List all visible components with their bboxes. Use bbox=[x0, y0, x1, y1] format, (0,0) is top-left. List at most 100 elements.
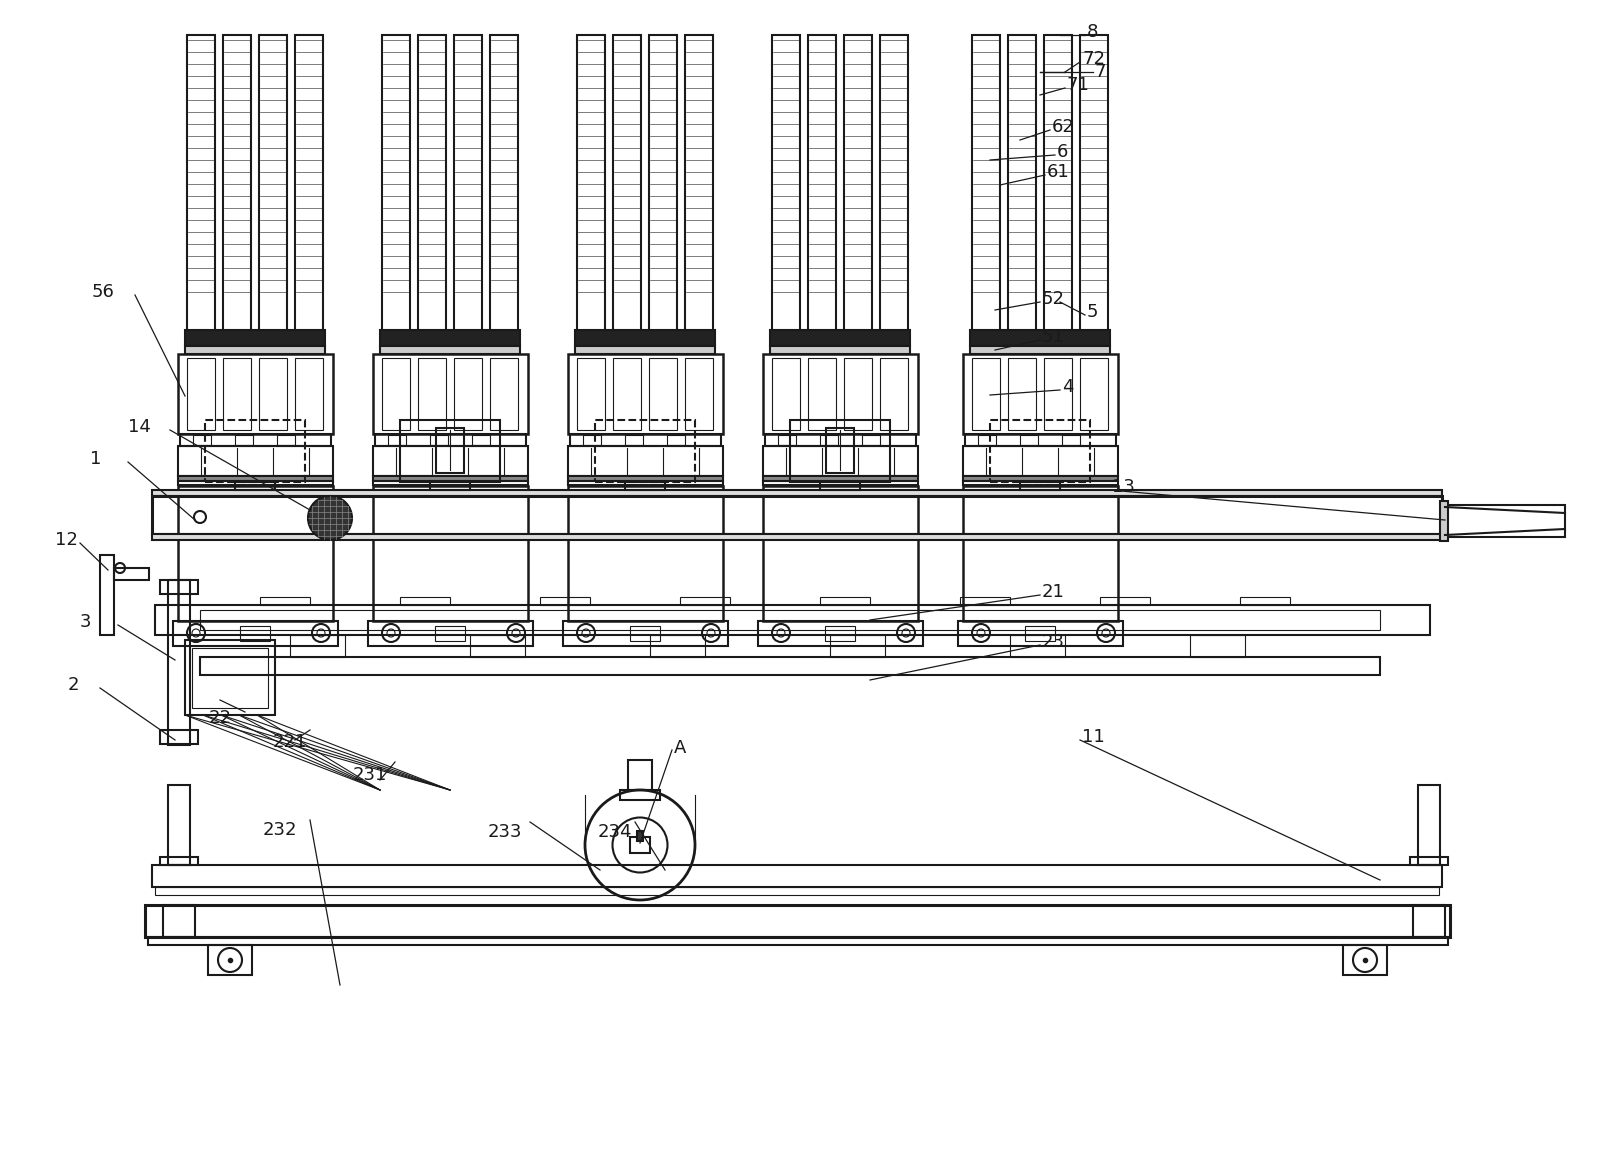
Bar bbox=[1020, 482, 1061, 490]
Bar bbox=[1414, 905, 1444, 937]
Bar bbox=[372, 354, 529, 434]
Bar bbox=[388, 435, 406, 445]
Bar bbox=[762, 446, 917, 476]
Bar bbox=[650, 358, 677, 430]
Bar bbox=[380, 346, 521, 354]
Bar bbox=[1343, 945, 1386, 975]
Bar bbox=[962, 486, 1119, 621]
Bar bbox=[772, 358, 800, 430]
Bar bbox=[680, 597, 730, 605]
Bar bbox=[830, 635, 885, 657]
Bar bbox=[277, 435, 295, 445]
Bar bbox=[962, 354, 1119, 434]
Bar bbox=[650, 34, 677, 335]
Bar bbox=[192, 647, 268, 708]
Bar bbox=[193, 435, 211, 445]
Bar bbox=[372, 476, 529, 481]
Bar bbox=[260, 358, 287, 430]
Bar bbox=[177, 481, 334, 485]
Bar bbox=[430, 435, 448, 445]
Bar bbox=[1080, 358, 1107, 430]
Text: 234: 234 bbox=[598, 823, 632, 841]
Bar bbox=[260, 34, 287, 335]
Bar bbox=[372, 481, 529, 485]
Bar bbox=[1045, 34, 1072, 335]
Bar bbox=[1240, 597, 1290, 605]
Bar bbox=[667, 435, 685, 445]
Bar bbox=[1008, 34, 1037, 335]
Bar bbox=[577, 34, 604, 335]
Text: 6: 6 bbox=[1057, 143, 1069, 161]
Text: 51: 51 bbox=[1041, 328, 1066, 346]
Bar bbox=[762, 354, 917, 434]
Bar bbox=[966, 434, 1116, 446]
Bar bbox=[650, 635, 704, 657]
Bar bbox=[172, 621, 339, 646]
Bar bbox=[160, 730, 198, 744]
Bar bbox=[771, 330, 911, 346]
Text: 7: 7 bbox=[1095, 63, 1106, 80]
Bar bbox=[880, 358, 908, 430]
Bar bbox=[368, 621, 534, 646]
Bar bbox=[152, 534, 1443, 540]
Text: 12: 12 bbox=[55, 531, 77, 549]
Bar bbox=[962, 481, 1119, 485]
Bar bbox=[630, 837, 650, 853]
Bar bbox=[205, 420, 305, 482]
Bar bbox=[1025, 626, 1054, 641]
Bar bbox=[970, 330, 1111, 346]
Bar bbox=[222, 358, 251, 430]
Bar bbox=[845, 34, 872, 335]
Text: 5: 5 bbox=[1086, 302, 1098, 321]
Bar bbox=[821, 435, 838, 445]
Bar bbox=[595, 420, 695, 482]
Bar bbox=[152, 490, 1443, 496]
Bar bbox=[845, 358, 872, 430]
Bar bbox=[584, 435, 601, 445]
Bar bbox=[177, 486, 334, 621]
Bar bbox=[825, 626, 854, 641]
Bar bbox=[160, 857, 198, 865]
Bar bbox=[200, 610, 1380, 630]
Text: 14: 14 bbox=[127, 417, 152, 436]
Bar bbox=[772, 34, 800, 335]
Bar bbox=[114, 568, 148, 580]
Bar bbox=[685, 34, 713, 335]
Bar bbox=[1099, 597, 1149, 605]
Bar bbox=[185, 641, 276, 715]
Bar bbox=[563, 621, 729, 646]
Bar bbox=[771, 346, 911, 354]
Bar bbox=[577, 358, 604, 430]
Bar bbox=[567, 486, 724, 621]
Bar bbox=[567, 476, 724, 481]
Bar bbox=[1410, 857, 1448, 865]
Text: 233: 233 bbox=[488, 823, 522, 841]
Bar bbox=[790, 420, 890, 482]
Text: 56: 56 bbox=[92, 283, 114, 301]
Text: 13: 13 bbox=[1112, 478, 1135, 496]
Bar bbox=[567, 354, 724, 434]
Bar bbox=[382, 34, 409, 335]
Text: 3: 3 bbox=[81, 613, 92, 631]
Circle shape bbox=[308, 496, 351, 540]
Bar bbox=[418, 358, 447, 430]
Bar bbox=[455, 34, 482, 335]
Text: 11: 11 bbox=[1082, 728, 1104, 746]
Bar bbox=[1062, 435, 1080, 445]
Bar bbox=[148, 937, 1448, 945]
Bar bbox=[295, 34, 322, 335]
Bar bbox=[970, 346, 1111, 354]
Bar bbox=[630, 626, 659, 641]
Bar bbox=[625, 482, 666, 490]
Bar bbox=[613, 34, 642, 335]
Bar bbox=[1045, 358, 1072, 430]
Bar bbox=[435, 626, 464, 641]
Bar bbox=[762, 476, 917, 481]
Bar bbox=[1190, 635, 1244, 657]
Bar bbox=[490, 358, 517, 430]
Bar bbox=[1444, 505, 1565, 537]
Bar bbox=[400, 420, 500, 482]
Bar bbox=[185, 330, 326, 346]
Bar bbox=[145, 905, 1451, 937]
Bar bbox=[208, 945, 251, 975]
